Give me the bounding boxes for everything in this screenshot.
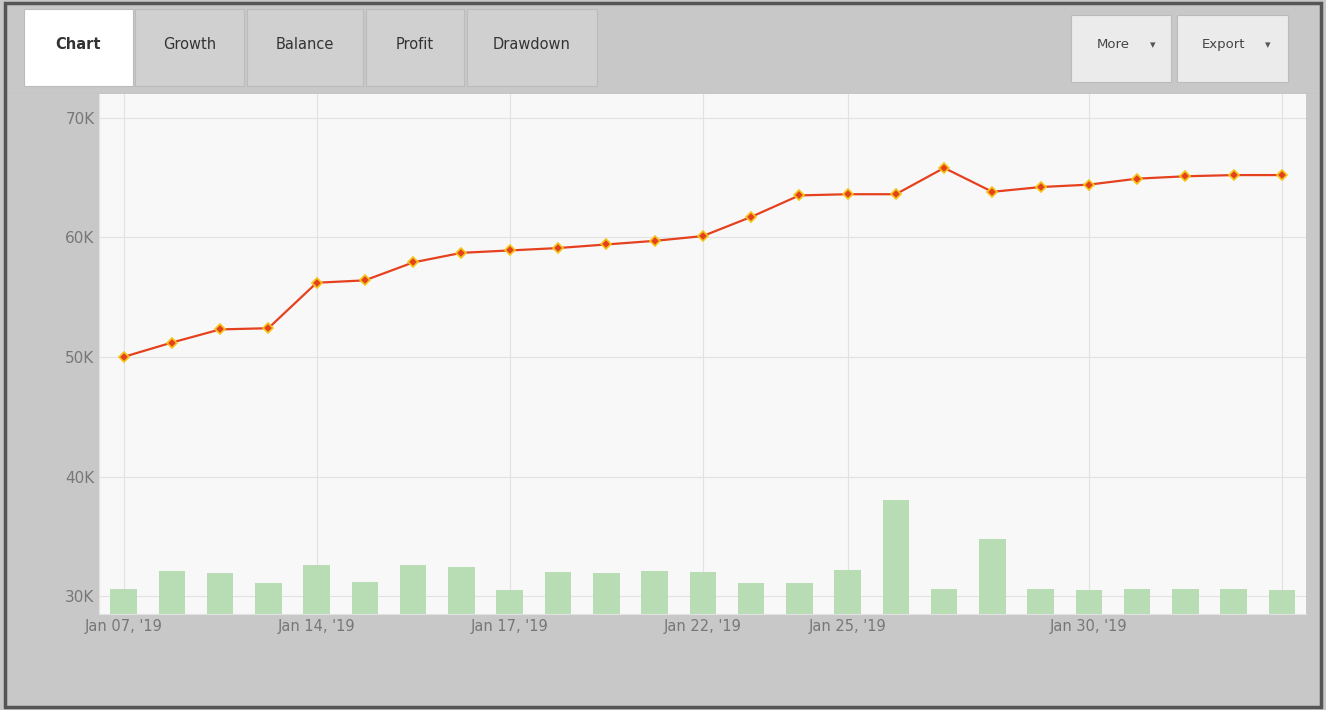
FancyBboxPatch shape: [135, 9, 244, 86]
Bar: [448, 567, 475, 710]
Bar: [1220, 589, 1246, 710]
Bar: [159, 571, 186, 710]
Text: Profit: Profit: [396, 38, 434, 53]
FancyBboxPatch shape: [366, 9, 464, 86]
Bar: [304, 565, 330, 710]
Bar: [737, 583, 764, 710]
Text: Balance: Balance: [276, 38, 334, 53]
Legend: Equity, Balance: Equity, Balance: [549, 704, 857, 710]
Bar: [110, 589, 137, 710]
Bar: [593, 574, 619, 710]
Text: ▾: ▾: [1265, 40, 1270, 50]
Text: ▾: ▾: [1150, 40, 1156, 50]
Bar: [1028, 589, 1054, 710]
Bar: [690, 572, 716, 710]
Bar: [351, 582, 378, 710]
Text: More: More: [1097, 38, 1130, 52]
FancyBboxPatch shape: [1071, 15, 1171, 82]
Text: Growth: Growth: [163, 38, 216, 53]
FancyBboxPatch shape: [1177, 15, 1288, 82]
Bar: [883, 501, 910, 710]
FancyBboxPatch shape: [247, 9, 363, 86]
Bar: [1172, 589, 1199, 710]
Bar: [1075, 590, 1102, 710]
Bar: [400, 565, 427, 710]
Bar: [1269, 590, 1296, 710]
Text: Chart: Chart: [56, 38, 101, 53]
Bar: [642, 571, 668, 710]
Bar: [786, 583, 813, 710]
Text: Export: Export: [1201, 38, 1245, 52]
Bar: [834, 570, 861, 710]
Text: Drawdown: Drawdown: [493, 38, 570, 53]
FancyBboxPatch shape: [24, 9, 133, 86]
Bar: [207, 574, 233, 710]
FancyBboxPatch shape: [467, 9, 597, 86]
Bar: [931, 589, 957, 710]
Bar: [1124, 589, 1151, 710]
Bar: [496, 590, 522, 710]
Bar: [255, 583, 281, 710]
Bar: [979, 539, 1005, 710]
Bar: [545, 572, 572, 710]
